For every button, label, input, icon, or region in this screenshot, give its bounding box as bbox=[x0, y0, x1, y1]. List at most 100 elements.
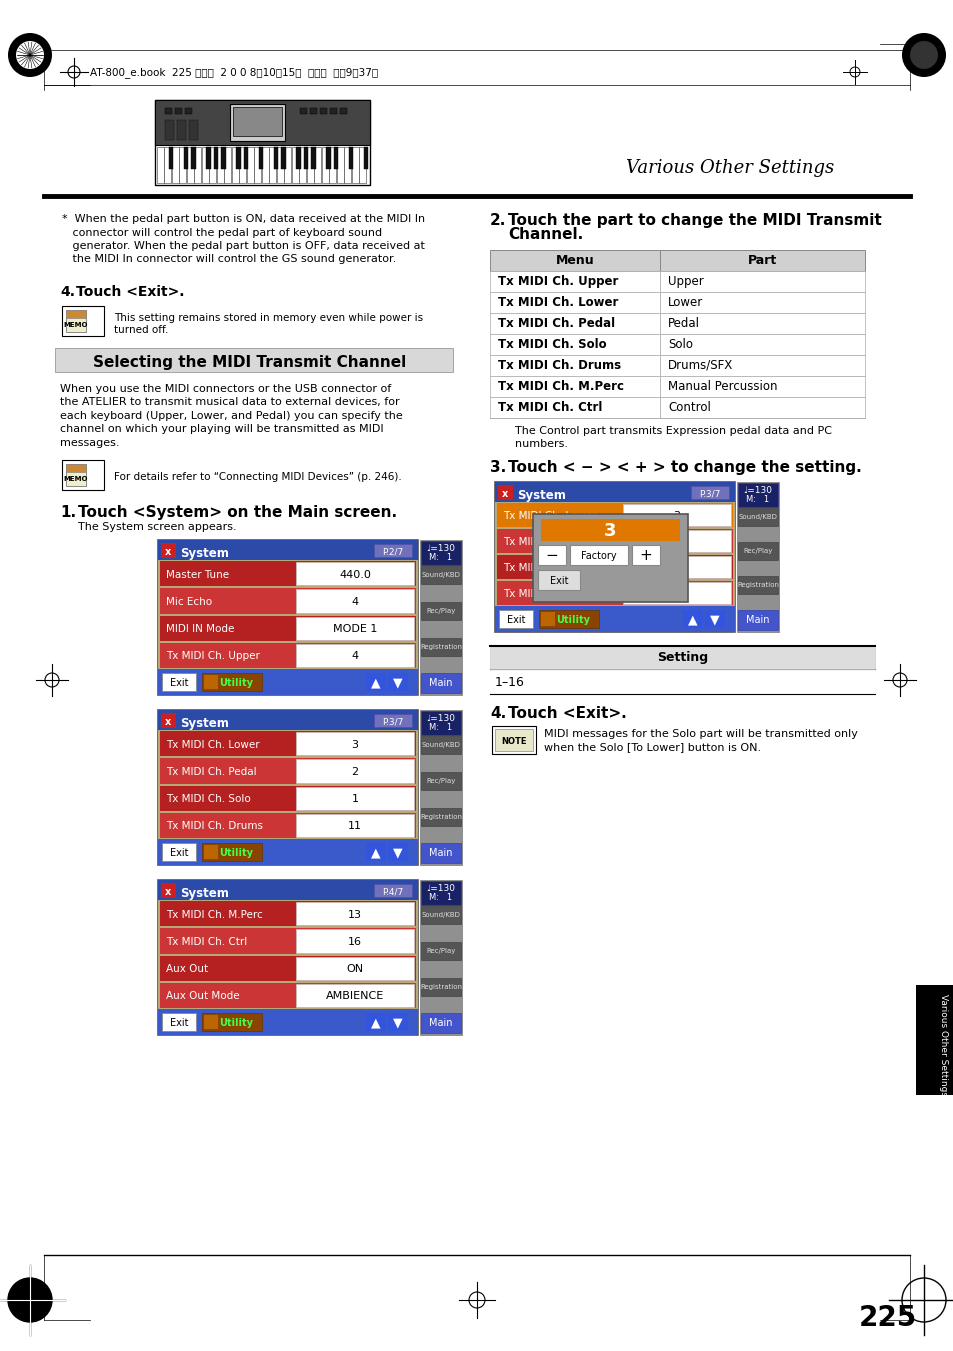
Bar bbox=[374, 884, 412, 897]
Bar bbox=[295, 616, 414, 640]
Text: Touch < − > < + > to change the setting.: Touch < − > < + > to change the setting. bbox=[507, 459, 861, 476]
Bar bbox=[172, 147, 179, 182]
Bar bbox=[314, 147, 321, 182]
Bar bbox=[160, 616, 416, 640]
Text: Tx MIDI Ch. Upper: Tx MIDI Ch. Upper bbox=[497, 276, 618, 288]
Text: ♩=130: ♩=130 bbox=[426, 884, 455, 893]
Bar bbox=[194, 147, 201, 182]
Bar bbox=[303, 147, 308, 169]
Bar bbox=[495, 730, 533, 751]
Text: ▼: ▼ bbox=[393, 1016, 402, 1029]
Text: Registration: Registration bbox=[419, 984, 461, 990]
Bar bbox=[160, 588, 416, 613]
Bar bbox=[202, 1013, 262, 1031]
Text: x: x bbox=[165, 717, 171, 727]
Text: This setting remains stored in memory even while power is: This setting remains stored in memory ev… bbox=[113, 313, 423, 323]
Text: Tx MIDI Ch. Lower: Tx MIDI Ch. Lower bbox=[166, 739, 259, 750]
Bar bbox=[160, 731, 416, 757]
Bar bbox=[158, 540, 417, 694]
Bar bbox=[497, 503, 732, 527]
Bar bbox=[160, 928, 416, 954]
Bar bbox=[388, 673, 408, 690]
Bar bbox=[281, 147, 285, 169]
Bar bbox=[274, 147, 278, 169]
Bar bbox=[738, 576, 778, 594]
Bar bbox=[165, 108, 172, 113]
Bar bbox=[420, 843, 460, 863]
Bar bbox=[352, 147, 358, 182]
Bar bbox=[210, 147, 216, 182]
Bar bbox=[284, 147, 292, 182]
Bar bbox=[230, 104, 285, 141]
Text: Sound/KBD: Sound/KBD bbox=[421, 571, 460, 578]
Text: Touch the part to change the MIDI Transmit: Touch the part to change the MIDI Transm… bbox=[507, 213, 881, 228]
Text: Manual Percussion: Manual Percussion bbox=[667, 380, 777, 393]
Text: P.3/7: P.3/7 bbox=[699, 489, 720, 499]
Bar bbox=[66, 463, 86, 486]
Text: 4.: 4. bbox=[490, 707, 506, 721]
Bar bbox=[158, 540, 417, 561]
Bar bbox=[622, 530, 730, 553]
Circle shape bbox=[901, 32, 945, 77]
Text: AT-800_e.book  225 ページ  2 0 0 8年10月15日  水曜日  午前9時37分: AT-800_e.book 225 ページ 2 0 0 8年10月15日 水曜日… bbox=[90, 68, 377, 78]
Bar bbox=[490, 376, 659, 397]
Bar bbox=[419, 540, 461, 694]
Text: Mic Echo: Mic Echo bbox=[166, 597, 212, 607]
Circle shape bbox=[8, 32, 52, 77]
Bar bbox=[420, 808, 460, 825]
Bar bbox=[348, 147, 353, 169]
Text: each keyboard (Upper, Lower, and Pedal) you can specify the: each keyboard (Upper, Lower, and Pedal) … bbox=[60, 411, 402, 422]
Text: turned off.: turned off. bbox=[113, 326, 168, 335]
Text: 3.: 3. bbox=[490, 459, 506, 476]
Text: the ATELIER to transmit musical data to external devices, for: the ATELIER to transmit musical data to … bbox=[60, 397, 399, 408]
Bar bbox=[295, 562, 414, 585]
Text: 3: 3 bbox=[351, 739, 358, 750]
Text: Sound/KBD: Sound/KBD bbox=[421, 742, 460, 748]
Bar bbox=[738, 484, 778, 507]
Bar bbox=[299, 147, 306, 182]
Bar bbox=[62, 459, 104, 490]
Bar bbox=[160, 643, 416, 667]
Text: Registration: Registration bbox=[419, 815, 461, 820]
Bar bbox=[420, 907, 460, 924]
Text: Part: Part bbox=[747, 254, 777, 267]
Text: Channel.: Channel. bbox=[507, 227, 582, 242]
Bar bbox=[622, 504, 730, 526]
Bar bbox=[490, 292, 659, 313]
Bar bbox=[495, 482, 734, 632]
Text: Control: Control bbox=[667, 401, 710, 413]
Text: 225: 225 bbox=[858, 1304, 916, 1332]
Text: Main: Main bbox=[429, 678, 453, 688]
Text: P.3/7: P.3/7 bbox=[382, 717, 403, 727]
Bar bbox=[161, 543, 174, 557]
Text: Tx MIDI Ch. M.Perc: Tx MIDI Ch. M.Perc bbox=[166, 909, 262, 920]
Bar bbox=[295, 957, 414, 979]
Text: Solo: Solo bbox=[667, 338, 692, 351]
Text: Tx MIDI Ch. Solo: Tx MIDI Ch. Solo bbox=[497, 338, 606, 351]
Bar bbox=[295, 929, 414, 952]
Bar bbox=[540, 519, 679, 540]
Bar bbox=[366, 843, 386, 861]
Text: NOTE: NOTE bbox=[500, 736, 526, 746]
Text: Tx MIDI: Tx MIDI bbox=[502, 536, 541, 547]
Bar bbox=[622, 557, 730, 578]
Text: Exit: Exit bbox=[170, 1019, 188, 1028]
Bar bbox=[537, 544, 565, 565]
Bar bbox=[160, 561, 416, 586]
Text: MIDI IN Mode: MIDI IN Mode bbox=[166, 624, 234, 634]
Text: The System screen appears.: The System screen appears. bbox=[78, 521, 236, 532]
Bar bbox=[498, 611, 533, 628]
Bar bbox=[262, 147, 269, 182]
Bar bbox=[160, 901, 416, 927]
Bar bbox=[162, 673, 195, 690]
Bar bbox=[154, 100, 370, 145]
Bar bbox=[160, 785, 416, 811]
Bar bbox=[533, 513, 687, 603]
Text: 3: 3 bbox=[603, 521, 616, 540]
Text: generator. When the pedal part button is OFF, data received at: generator. When the pedal part button is… bbox=[62, 240, 424, 251]
Bar bbox=[206, 147, 211, 169]
Bar bbox=[233, 107, 282, 136]
Text: ▲: ▲ bbox=[371, 847, 380, 859]
Bar bbox=[419, 880, 461, 1035]
Text: Utility: Utility bbox=[556, 615, 589, 626]
